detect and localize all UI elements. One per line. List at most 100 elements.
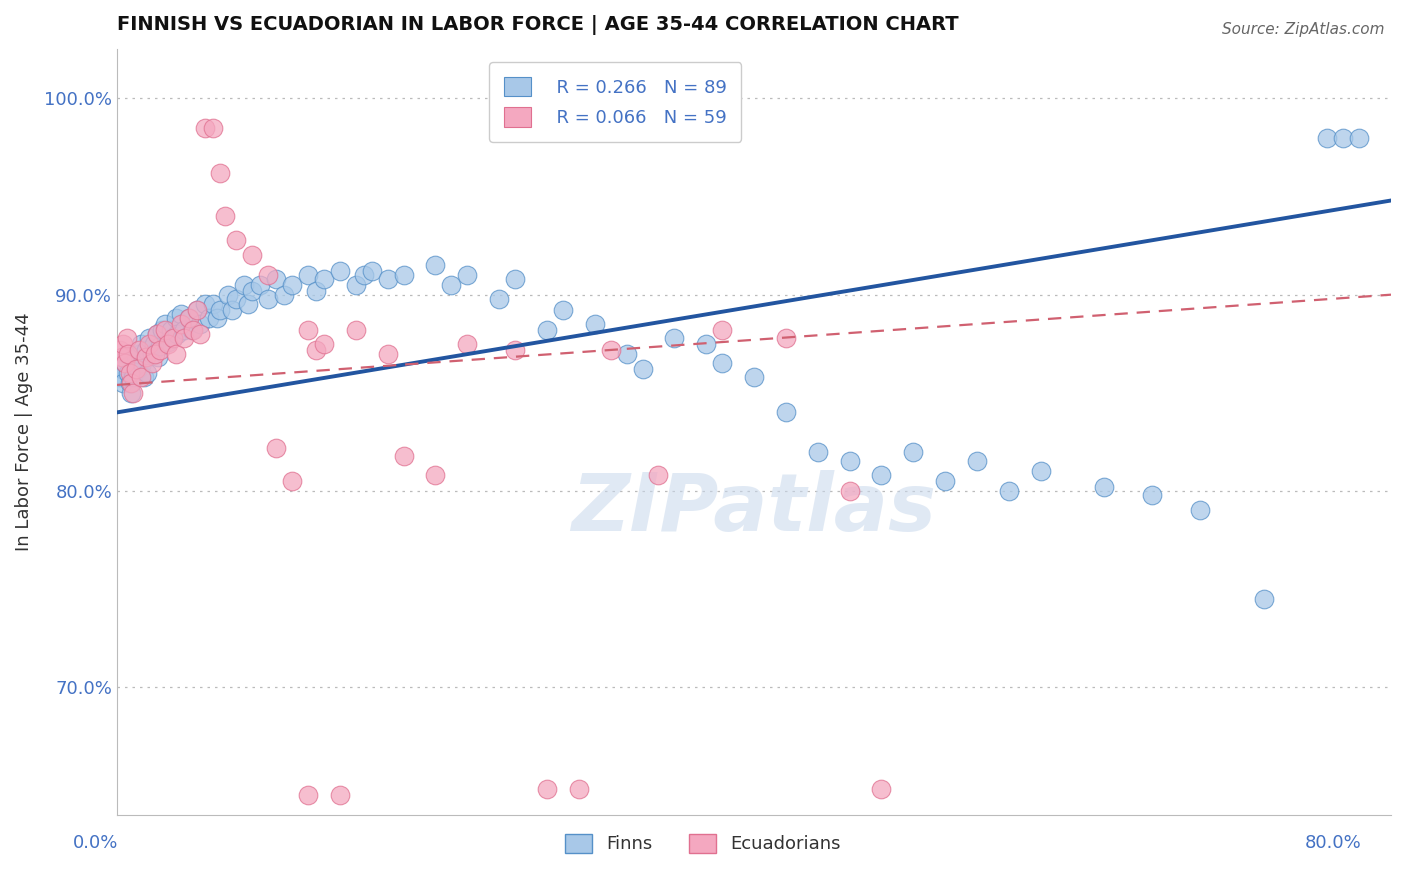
Text: 0.0%: 0.0% xyxy=(73,834,118,852)
Point xyxy=(165,311,187,326)
Point xyxy=(664,331,686,345)
Point xyxy=(425,258,447,272)
Point xyxy=(132,370,155,384)
Point xyxy=(170,317,193,331)
Point xyxy=(297,323,319,337)
Point xyxy=(111,362,134,376)
Point xyxy=(135,343,157,357)
Point xyxy=(129,336,152,351)
Point xyxy=(156,336,179,351)
Point xyxy=(599,343,621,357)
Point xyxy=(153,323,176,337)
Point xyxy=(264,441,287,455)
Point xyxy=(114,356,136,370)
Point xyxy=(150,323,173,337)
Point xyxy=(115,331,138,345)
Point xyxy=(742,370,765,384)
Point xyxy=(198,311,221,326)
Point xyxy=(997,483,1019,498)
Point xyxy=(125,362,148,376)
Point xyxy=(149,343,172,357)
Point xyxy=(214,209,236,223)
Point xyxy=(503,272,526,286)
Legend: Finns, Ecuadorians: Finns, Ecuadorians xyxy=(558,827,848,861)
Point xyxy=(112,376,135,390)
Point xyxy=(112,336,135,351)
Point xyxy=(344,323,367,337)
Text: Source: ZipAtlas.com: Source: ZipAtlas.com xyxy=(1222,22,1385,37)
Point xyxy=(127,362,149,376)
Point xyxy=(136,366,159,380)
Point xyxy=(207,311,229,326)
Point xyxy=(711,356,734,370)
Point xyxy=(148,351,170,365)
Point xyxy=(162,331,184,345)
Point xyxy=(377,272,399,286)
Point xyxy=(146,326,169,341)
Point xyxy=(115,346,138,360)
Point xyxy=(264,272,287,286)
Point xyxy=(312,336,335,351)
Point xyxy=(297,268,319,282)
Point xyxy=(209,166,232,180)
Point xyxy=(143,346,166,360)
Point xyxy=(240,248,263,262)
Point xyxy=(711,323,734,337)
Point xyxy=(183,323,205,337)
Point xyxy=(135,351,157,365)
Point xyxy=(128,343,150,357)
Point xyxy=(775,405,797,419)
Point xyxy=(353,268,375,282)
Point xyxy=(838,483,860,498)
Point xyxy=(1029,464,1052,478)
Point xyxy=(281,474,304,488)
Point xyxy=(456,268,478,282)
Text: ZIPatlas: ZIPatlas xyxy=(571,469,936,548)
Point xyxy=(392,449,415,463)
Point xyxy=(131,356,153,370)
Point xyxy=(221,303,243,318)
Point xyxy=(305,343,328,357)
Point xyxy=(188,326,211,341)
Point xyxy=(273,287,295,301)
Point xyxy=(583,317,606,331)
Point xyxy=(647,468,669,483)
Point xyxy=(180,323,202,337)
Point xyxy=(114,356,136,370)
Text: FINNISH VS ECUADORIAN IN LABOR FORCE | AGE 35-44 CORRELATION CHART: FINNISH VS ECUADORIAN IN LABOR FORCE | A… xyxy=(117,15,959,35)
Point xyxy=(1188,503,1211,517)
Point xyxy=(503,343,526,357)
Point xyxy=(329,264,352,278)
Point xyxy=(425,468,447,483)
Point xyxy=(146,326,169,341)
Point xyxy=(838,454,860,468)
Point xyxy=(281,277,304,292)
Point xyxy=(1316,130,1339,145)
Point xyxy=(118,376,141,390)
Point xyxy=(108,343,131,357)
Y-axis label: In Labor Force | Age 35-44: In Labor Force | Age 35-44 xyxy=(15,313,32,551)
Point xyxy=(225,233,247,247)
Point xyxy=(166,326,188,341)
Point xyxy=(186,303,208,318)
Point xyxy=(392,268,415,282)
Point xyxy=(177,311,200,326)
Point xyxy=(188,317,211,331)
Point xyxy=(233,277,256,292)
Point xyxy=(551,303,574,318)
Point xyxy=(141,356,163,370)
Point xyxy=(120,385,142,400)
Point xyxy=(257,268,280,282)
Point xyxy=(177,311,200,326)
Point xyxy=(122,370,145,384)
Point xyxy=(225,292,247,306)
Point xyxy=(870,782,893,797)
Point xyxy=(186,303,208,318)
Point xyxy=(377,346,399,360)
Point xyxy=(141,346,163,360)
Point xyxy=(108,370,131,384)
Point xyxy=(966,454,988,468)
Point xyxy=(149,339,172,353)
Point xyxy=(695,336,717,351)
Point xyxy=(138,336,160,351)
